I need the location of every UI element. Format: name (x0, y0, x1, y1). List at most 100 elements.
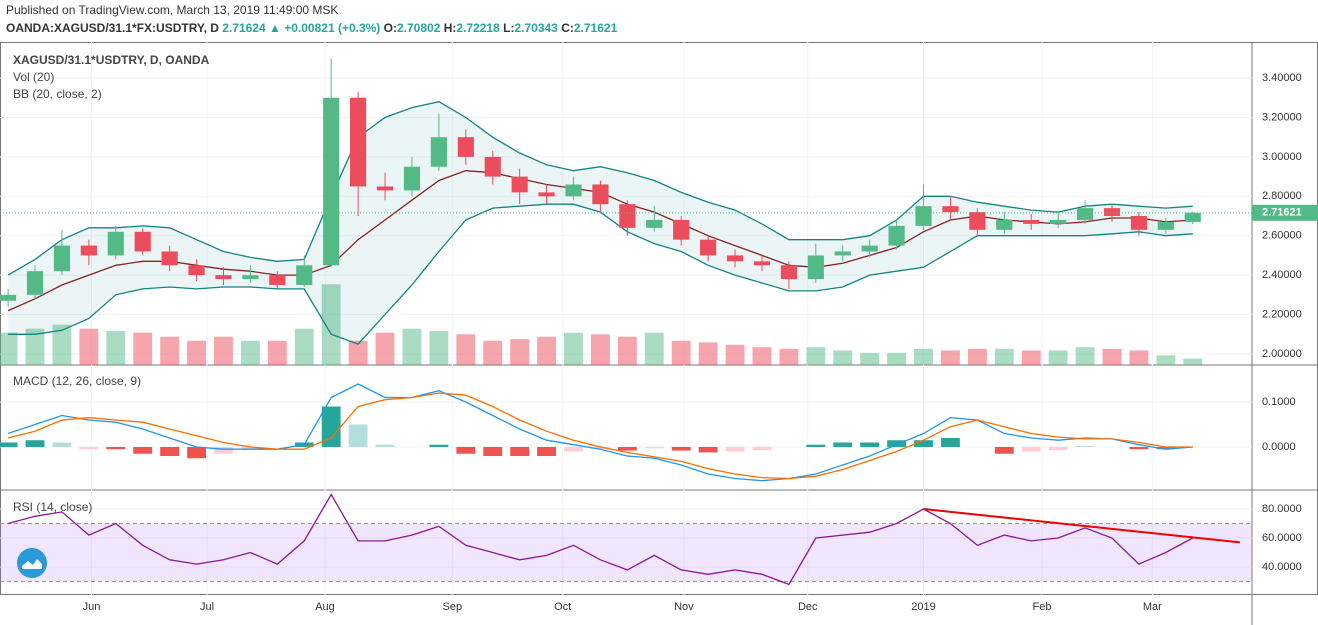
candle-body (996, 219, 1013, 230)
plot: Jun Jul Aug Sep Oct Nov Dec 2019 Feb Mar 2.00000 2.… (0, 42, 1302, 613)
volume-bar (510, 339, 530, 365)
volume-bar (779, 348, 799, 365)
quote-line: OANDA:XAGUSD/31.1*FX:USDTRY, D 2.71624 ▲… (6, 21, 618, 35)
volume-bar (537, 336, 556, 365)
macd-histogram (644, 446, 664, 449)
x-tick-label: Sep (443, 601, 463, 613)
volume-bar (267, 340, 287, 365)
candle-body (80, 245, 97, 256)
volume-bar (1075, 347, 1095, 365)
o-label: O: (384, 21, 397, 35)
candle-body (565, 184, 582, 197)
candle-body (807, 255, 824, 280)
volume-bar (1156, 355, 1176, 365)
candle-body (861, 245, 878, 252)
published: Published on TradingView.com, March 13, … (6, 3, 338, 17)
macd-histogram (806, 444, 826, 447)
macd-histogram (994, 446, 1014, 454)
volume-bar (671, 340, 691, 365)
macd-histogram (1075, 446, 1095, 447)
y-tick-label: 3.20000 (1262, 111, 1302, 123)
y-tick-label: 60.0000 (1262, 532, 1302, 544)
y-tick-label: 0.1000 (1262, 396, 1296, 408)
volume-bar (860, 352, 880, 365)
x-tick-label: Nov (674, 601, 694, 613)
candle-body (1076, 208, 1094, 220)
volume-bar (1021, 350, 1041, 365)
candle-body (888, 225, 905, 246)
volume-bar (644, 332, 664, 365)
c-value: 2.71621 (574, 21, 618, 35)
macd-histogram (564, 446, 583, 452)
macd-histogram (1156, 446, 1176, 450)
volume-bar (429, 331, 449, 365)
macd-histogram (1048, 446, 1068, 451)
change: +0.00821 (+0.3%) (284, 21, 380, 35)
candle-body (188, 265, 205, 276)
macd-histogram (483, 446, 503, 456)
x-tick-label: Jun (83, 601, 101, 613)
candle-body (538, 192, 555, 197)
volume-bar (617, 336, 637, 365)
macd-histogram (590, 446, 610, 450)
macd-histogram (671, 446, 691, 451)
macd-histogram (240, 446, 260, 450)
volume-bar (294, 328, 314, 365)
y-tick-label: 2.20000 (1262, 308, 1302, 320)
volume-bar (25, 328, 45, 365)
candle-body (296, 265, 313, 285)
candle-body (242, 275, 259, 280)
volume-bar (240, 340, 260, 365)
macd-histogram (429, 444, 449, 447)
candle-body (646, 219, 663, 228)
macd-histogram (860, 442, 880, 447)
macd-histogram (214, 446, 233, 454)
l-value: 2.70343 (514, 21, 558, 35)
macd-histogram (52, 442, 72, 447)
y-tick-label: 80.0000 (1262, 503, 1302, 515)
macd-histogram (887, 440, 907, 447)
candle-body (1050, 219, 1067, 224)
y-tick-label: 3.40000 (1262, 72, 1302, 84)
candle-body (942, 206, 959, 213)
y-tick-label: 3.00000 (1262, 151, 1302, 163)
volume-bar (914, 348, 933, 365)
candle-body (376, 186, 394, 191)
macd-histogram (106, 446, 126, 450)
macd-histogram (187, 446, 206, 459)
volume-bar (833, 350, 853, 365)
candle-body (215, 275, 232, 280)
trendline (923, 508, 1240, 544)
macd-histogram (25, 440, 45, 447)
candle-body (753, 261, 771, 266)
x-tick-label: Feb (1033, 601, 1052, 613)
candle-body (484, 156, 501, 177)
signal-line (7, 392, 1193, 480)
macd-histogram (456, 446, 476, 454)
x-tick-label: 2019 (911, 601, 935, 613)
macd-histogram (79, 446, 99, 450)
candle-body (430, 137, 447, 167)
y-tick-label: 2.80000 (1262, 190, 1302, 202)
bb-fill (8, 101, 1193, 345)
volume-bar (1183, 358, 1203, 365)
candle-body (700, 239, 717, 256)
macd-histogram (1129, 446, 1149, 450)
volume-bar (402, 328, 422, 365)
y-tick-label: 2.60000 (1262, 230, 1302, 242)
candle-body (592, 184, 609, 205)
candle-body (726, 255, 744, 262)
candle-body (26, 271, 44, 295)
volume-bar (1102, 348, 1122, 365)
y-tick-label: 2.00000 (1262, 348, 1302, 360)
last-price-box (1252, 204, 1318, 221)
h-value: 2.72218 (456, 21, 500, 35)
volume-bar (133, 332, 153, 365)
volume-bar (564, 332, 583, 365)
candle-body (0, 294, 17, 301)
candle-body (511, 176, 528, 193)
candle-body (1184, 212, 1201, 222)
candle-body (1157, 221, 1174, 230)
volume-bar (106, 331, 126, 365)
legend-volume: Vol (20) (13, 70, 54, 84)
